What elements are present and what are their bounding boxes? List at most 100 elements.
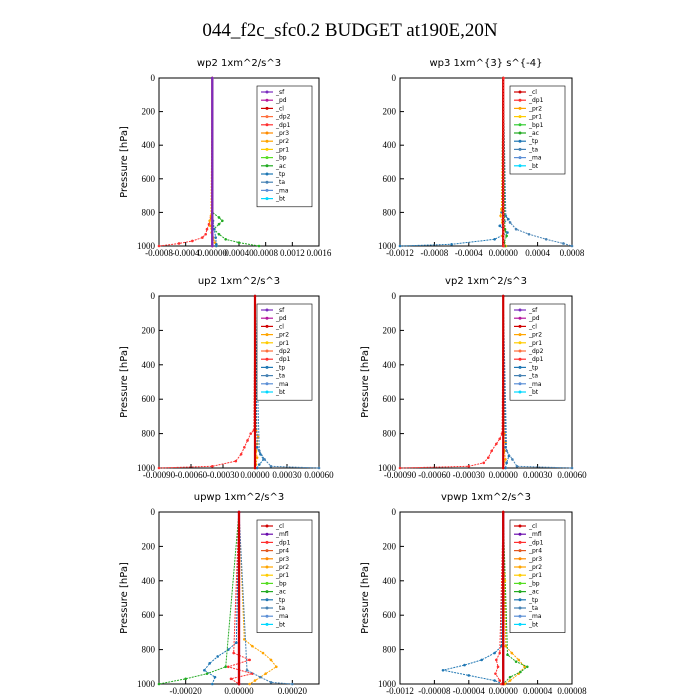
legend-marker: [518, 532, 522, 536]
x-tick-label: 0.00060: [557, 470, 587, 480]
legend-entry: _dp2: [275, 114, 291, 121]
legend-entry: _dp2: [528, 348, 544, 355]
series-line-dp1: [158, 78, 213, 247]
legend-marker: [265, 390, 269, 394]
y-axis-label: Pressure [hPa]: [360, 562, 371, 634]
y-tick-label: 800: [383, 207, 397, 217]
series-point: [248, 658, 251, 662]
x-tick-label: -0.0008: [421, 248, 449, 258]
series-point: [259, 675, 262, 679]
legend-marker: [518, 349, 522, 353]
series-point: [398, 244, 402, 248]
plot-frame: [158, 295, 320, 469]
y-tick-label: 400: [383, 140, 397, 150]
legend-marker: [518, 365, 522, 369]
chart-panel-4: vp2 1xm^2/s^3 Pressure [hPa] 0 200 400 600 800…: [360, 276, 587, 480]
series-point: [514, 660, 518, 663]
legend-marker: [265, 308, 269, 312]
y-tick-label: 200: [142, 107, 156, 117]
legend-entry: _bt: [528, 621, 539, 628]
y-tick-label: 200: [383, 325, 397, 335]
legend-marker: [265, 382, 269, 386]
series-point: [253, 679, 257, 682]
series-point: [501, 294, 505, 298]
series-point: [498, 679, 502, 682]
legend-entry: _dp1: [275, 539, 291, 546]
legend-entry: _ma: [528, 155, 542, 162]
series-point: [203, 668, 206, 672]
series-point: [498, 224, 502, 228]
x-tick-label: -0.0004: [172, 248, 200, 258]
legend-entry: _pr1: [275, 340, 289, 347]
legend-entry: _pd: [528, 315, 540, 322]
legend-marker: [518, 590, 522, 594]
legend-marker: [265, 172, 269, 176]
legend-marker: [265, 156, 269, 160]
y-tick-label: 600: [383, 174, 397, 184]
legend-entry: _pd: [275, 315, 287, 322]
x-tick-label: -0.0012: [386, 686, 414, 696]
legend-entry: _ma: [275, 613, 289, 620]
legend-entry: _sf: [275, 89, 285, 96]
series-point: [504, 458, 507, 461]
series-point: [214, 236, 217, 239]
plot-frame: [399, 295, 573, 469]
series-point: [211, 682, 214, 686]
y-axis-label: Pressure [hPa]: [119, 126, 130, 198]
y-tick-label: 1000: [378, 241, 397, 251]
x-tick-label: 0.0012: [280, 248, 305, 258]
series-point: [245, 668, 249, 672]
legend-entry: _ma: [528, 613, 542, 620]
series-point: [217, 216, 221, 219]
legend-entry: _bp1: [528, 122, 544, 129]
series-point: [269, 680, 273, 684]
legend-entry: _bp: [275, 155, 287, 162]
y-tick-label: 400: [383, 360, 397, 370]
series-point: [269, 658, 273, 662]
legend-marker: [265, 365, 269, 369]
legend-marker: [265, 590, 269, 594]
chart-panel-1: wp2 1xm^2/s^3 Pressure [hPa] 0 200 400 600 800…: [119, 58, 332, 258]
series-point: [467, 674, 471, 677]
y-tick-label: 400: [142, 576, 156, 586]
series-point: [229, 677, 233, 681]
series-point: [504, 466, 507, 470]
series-point: [205, 227, 209, 231]
legend-marker: [518, 524, 522, 528]
legend-entry: _pr2: [275, 564, 289, 571]
series-point: [249, 432, 253, 435]
legend-marker: [518, 598, 522, 602]
x-tick-label: -0.00090: [384, 470, 417, 480]
legend-entry: _pr2: [275, 138, 289, 145]
series-point: [493, 237, 496, 241]
legend-marker: [265, 197, 269, 201]
panels: wp2 1xm^2/s^3 Pressure [hPa] 0 200 400 600 800…: [119, 58, 587, 696]
legend-entry: _bt: [275, 389, 286, 396]
series-line-dp1: [158, 295, 256, 469]
series-point: [237, 682, 241, 686]
legend-entry: _cl: [275, 323, 284, 330]
series-point: [248, 682, 251, 686]
legend-entry: _ta: [275, 179, 285, 186]
series-point: [441, 668, 445, 672]
legend-marker: [518, 357, 522, 361]
legend-marker: [265, 614, 269, 618]
series-point: [257, 463, 261, 466]
legend-marker: [518, 131, 522, 135]
x-tick-label: -0.00060: [175, 470, 208, 480]
legend-marker: [265, 131, 269, 135]
series-point: [253, 294, 257, 298]
legend-entry: _dp1: [528, 539, 544, 546]
series-point: [493, 651, 496, 655]
legend-entry: _ac: [528, 589, 539, 596]
series-point: [227, 648, 230, 651]
legend-marker: [518, 581, 522, 585]
series-point: [177, 242, 181, 245]
series-point: [259, 452, 262, 456]
legend-entry: _cl: [275, 105, 284, 112]
y-tick-label: 1000: [378, 463, 397, 473]
y-tick-label: 0: [151, 291, 156, 301]
legend-marker: [265, 374, 269, 378]
series-point: [501, 466, 505, 470]
legend-entry: _pr2: [528, 105, 542, 112]
